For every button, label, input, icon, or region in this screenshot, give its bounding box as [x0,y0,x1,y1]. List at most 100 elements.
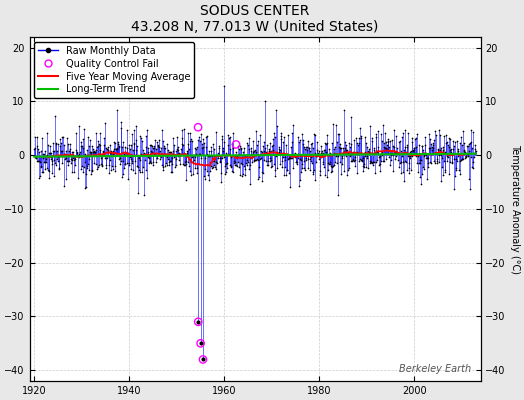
Point [119,139,127,146]
Point [75,148,84,155]
Point [142,133,150,140]
Point [345,152,354,159]
Point [232,141,241,148]
Point [90,149,98,156]
Point [196,340,205,346]
Point [219,145,227,152]
Point [163,162,171,168]
Point [125,161,134,168]
Point [174,157,183,163]
Point [52,156,61,162]
Point [317,150,325,156]
Point [414,150,422,157]
Point [378,122,387,128]
Point [419,147,427,153]
Point [45,168,53,174]
Point [289,165,297,172]
Point [190,151,198,158]
Point [369,159,377,165]
Point [309,145,318,151]
Point [205,153,214,160]
Point [254,176,263,182]
Point [70,157,79,163]
Point [285,155,293,161]
Point [187,158,195,164]
Point [176,151,184,157]
Point [238,171,247,178]
Point [340,168,348,174]
Point [49,173,58,179]
Point [167,169,176,176]
Point [288,139,296,145]
Point [194,161,203,167]
Point [156,148,165,154]
Point [310,176,319,183]
Point [36,159,45,165]
Point [267,157,275,164]
Point [73,149,81,155]
Point [84,156,93,162]
Point [41,156,50,162]
Point [140,191,148,198]
Point [241,153,249,159]
Point [167,149,175,156]
Point [305,156,314,162]
Point [472,148,480,154]
Point [313,152,321,159]
Point [257,154,265,161]
Point [304,138,312,145]
Point [395,164,403,170]
Point [62,154,70,161]
Point [303,147,311,153]
Point [342,146,350,153]
Point [297,156,305,163]
Point [141,151,149,157]
Point [346,114,355,120]
Point [95,140,103,147]
Point [209,141,217,147]
Point [242,160,250,166]
Point [72,147,80,154]
Point [103,144,112,150]
Point [225,151,233,158]
Point [398,158,407,165]
Point [194,124,202,130]
Point [367,160,376,166]
Point [137,150,145,157]
Point [206,167,214,174]
Point [287,144,296,150]
Point [199,356,207,363]
Point [155,152,163,158]
Point [31,134,40,140]
Point [425,159,434,165]
Point [444,142,452,148]
Point [403,144,411,151]
Point [280,172,288,178]
Point [448,152,456,158]
Point [168,169,176,175]
Point [307,141,315,147]
Point [385,150,394,156]
Point [318,148,326,154]
Point [399,169,408,176]
Point [418,171,426,177]
Point [374,148,382,154]
Point [247,148,256,154]
Point [231,151,239,158]
Point [372,131,380,137]
Point [405,160,413,166]
Point [43,164,51,171]
Point [197,155,205,161]
Point [441,169,449,176]
Point [172,148,180,154]
Point [337,170,345,177]
Point [460,147,468,154]
Point [278,158,286,164]
Point [455,140,464,146]
Point [406,149,414,156]
Point [130,170,139,176]
Point [334,131,342,137]
Point [46,150,54,156]
Point [277,133,286,140]
Point [166,158,174,164]
